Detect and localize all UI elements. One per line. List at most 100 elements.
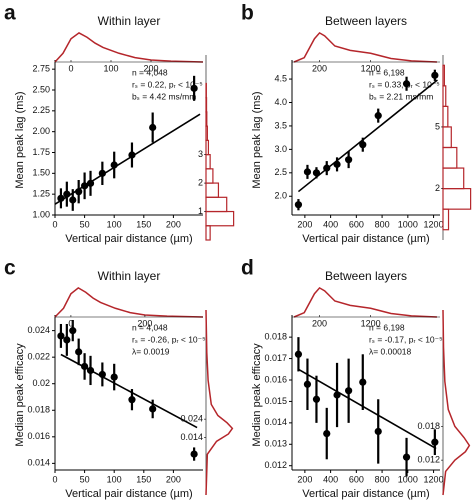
- right-marginal-bar: [442, 85, 447, 107]
- data-point: [98, 370, 106, 379]
- top-marginal-density: [54, 32, 204, 63]
- panel-letter: b: [241, 2, 254, 25]
- right-marginal-bar: [205, 182, 220, 198]
- panel: b Between layers Vertical pair distance (µ…: [241, 2, 472, 245]
- top-marginal-density: [293, 286, 437, 318]
- x-tick-label: 400: [323, 219, 338, 229]
- data-point: [63, 190, 71, 198]
- y-tick-label: 0.018: [264, 332, 287, 342]
- right-marginal-bar: [205, 139, 210, 156]
- y-tick-label: 2.50: [32, 84, 50, 94]
- y-tick-label: 0.015: [264, 396, 287, 406]
- data-point: [294, 350, 303, 358]
- y-tick-label: 0.017: [264, 353, 287, 363]
- annotation: n = 6,198: [369, 322, 405, 332]
- data-point: [190, 84, 198, 92]
- x-tick-label: 200: [297, 474, 312, 484]
- data-point: [312, 169, 321, 177]
- x-axis-label: Vertical pair distance (µm): [65, 233, 192, 245]
- annotation: λ= 0.0019: [132, 346, 170, 356]
- data-point: [110, 161, 118, 169]
- x-tick-label: 100: [107, 219, 122, 229]
- x-tick-label: 200: [297, 219, 312, 229]
- x-tick-label: 1200: [424, 219, 444, 229]
- y-tick-label: 0.018: [27, 405, 50, 415]
- data-point: [303, 380, 312, 388]
- data-point: [86, 179, 95, 187]
- x-tick-label: 150: [136, 474, 151, 484]
- data-point: [149, 123, 157, 132]
- annotation: rₛ = -0.17, pᵣ < 10⁻⁵: [369, 334, 443, 344]
- y-tick-label: 1.00: [32, 209, 50, 219]
- right-marginal-bar: [442, 167, 465, 190]
- fit-line: [297, 79, 438, 193]
- data-point: [345, 387, 353, 395]
- right-marginal-bar: [205, 225, 211, 241]
- annotation: n = 4,048: [132, 322, 168, 332]
- panel-title: Within layer: [98, 269, 161, 283]
- right-marginal-bar: [205, 97, 208, 113]
- panel: a Within layer Vertical pair distance (µm)…: [4, 2, 235, 245]
- data-point: [323, 429, 331, 438]
- y-tick-label: 2.25: [32, 105, 50, 115]
- data-point: [312, 395, 321, 403]
- right-marginal-bar: [205, 111, 208, 127]
- top-marginal-tick-label: 100: [103, 63, 118, 73]
- data-point: [431, 438, 439, 446]
- x-axis-label: Vertical pair distance (µm): [302, 488, 429, 500]
- data-point: [333, 160, 341, 168]
- top-marginal-tick-label: 200: [137, 318, 152, 328]
- top-marginal-density: [54, 287, 204, 318]
- right-marginal-tick-label: 3: [198, 149, 203, 159]
- y-tick-label: 0.013: [264, 439, 287, 449]
- data-point: [69, 196, 77, 204]
- data-point: [128, 396, 136, 404]
- annotation: n = 4,048: [132, 67, 168, 77]
- data-point: [149, 405, 157, 413]
- right-marginal-bar: [442, 146, 458, 169]
- x-tick-label: 600: [349, 474, 364, 484]
- y-tick-label: 0.022: [27, 352, 50, 362]
- panel-title: Between layers: [325, 14, 407, 28]
- right-marginal-tick-label: 0.024: [180, 414, 203, 424]
- right-marginal-bar: [205, 154, 211, 170]
- right-marginal-bar: [442, 126, 452, 149]
- top-marginal-tick-label: 200: [143, 63, 158, 73]
- x-tick-label: 800: [375, 219, 390, 229]
- x-tick-label: 400: [323, 474, 338, 484]
- data-point: [75, 348, 83, 356]
- x-tick-label: 1200: [424, 474, 444, 484]
- top-marginal-tick-label: 200: [312, 318, 327, 328]
- right-marginal-density: [205, 309, 234, 496]
- annotation: bₛ = 4.42 ms/mm: [132, 91, 196, 101]
- x-axis-label: Vertical pair distance (µm): [65, 488, 192, 500]
- right-marginal-tick-label: 0.018: [417, 421, 440, 431]
- data-point: [81, 362, 89, 371]
- data-point: [128, 151, 136, 159]
- x-tick-label: 0: [52, 219, 57, 229]
- data-point: [294, 201, 303, 209]
- top-marginal-tick-label: 1200: [361, 318, 381, 328]
- y-axis-label: Mean peak lag (ms): [14, 91, 26, 188]
- y-axis-label: Median peak efficacy: [14, 343, 26, 447]
- data-point: [69, 327, 77, 335]
- data-point: [333, 391, 341, 399]
- y-tick-label: 1.50: [32, 168, 50, 178]
- panel-title: Within layer: [98, 14, 161, 28]
- right-marginal-bar: [442, 208, 450, 231]
- right-marginal-bar: [442, 64, 445, 87]
- x-tick-label: 50: [80, 474, 90, 484]
- fit-line: [298, 368, 437, 450]
- data-point: [374, 112, 382, 120]
- right-marginal-tick-label: 5: [435, 121, 440, 131]
- y-tick-label: 0.014: [27, 458, 50, 468]
- annotation: rₛ = 0.22, pᵣ < 10⁻⁵: [132, 79, 203, 89]
- data-point: [98, 169, 106, 177]
- y-tick-label: 0.024: [27, 325, 50, 335]
- y-tick-label: 2.75: [32, 64, 50, 74]
- panel: d Between layers Vertical pair distance (µ…: [241, 257, 471, 500]
- x-tick-label: 200: [166, 474, 181, 484]
- annotation: bₛ = 2.21 ms/mm: [369, 91, 433, 101]
- data-point: [75, 188, 83, 196]
